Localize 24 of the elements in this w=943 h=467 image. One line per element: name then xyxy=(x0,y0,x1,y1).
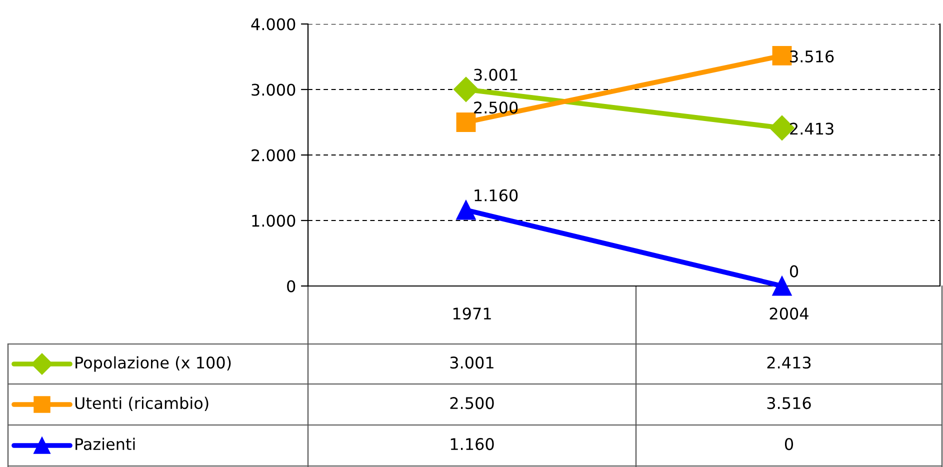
y-tick-label: 4.000 xyxy=(251,18,296,30)
point xyxy=(772,46,792,66)
text: 3.001 xyxy=(474,68,518,81)
data-label: 2.413 xyxy=(767,356,811,369)
point xyxy=(456,112,476,132)
data-label: 0 xyxy=(784,438,794,450)
y-tick-label: 0 xyxy=(287,280,296,292)
point xyxy=(772,276,792,296)
x-tick-label: 1971 xyxy=(453,308,491,320)
text: 2.500 xyxy=(474,102,518,114)
y-tick-label: 1.000 xyxy=(252,214,296,227)
data-label: 1.160 xyxy=(450,438,494,450)
legend-label: Pazienti xyxy=(76,438,135,450)
y-tick-label: 2.000 xyxy=(252,149,296,162)
y-tick-label: 3.000 xyxy=(252,84,296,96)
data-label: 2.500 xyxy=(450,397,494,410)
data-label: 3.001 xyxy=(450,356,494,369)
point xyxy=(456,200,476,220)
legend-label: Utenti (ricambio) xyxy=(75,396,208,412)
text: 0 xyxy=(790,265,798,278)
data-label: 3.516 xyxy=(767,397,811,410)
text: 1.160 xyxy=(474,189,518,202)
x-tick-label: 2004 xyxy=(770,308,808,320)
legend-label: Popolazione (x 100) xyxy=(76,356,231,372)
